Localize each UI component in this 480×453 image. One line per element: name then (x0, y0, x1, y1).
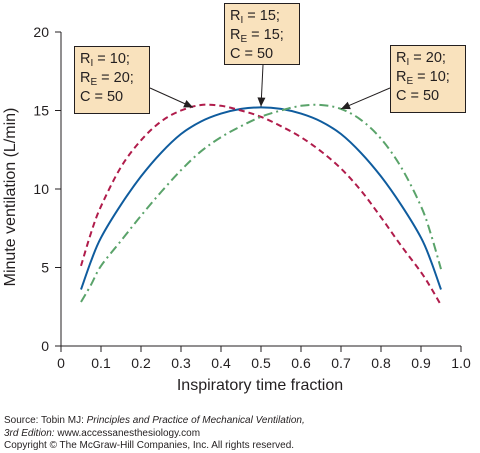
annotation-box-ri20-re10: RI = 20; RE = 10; C = 50 (390, 45, 466, 113)
annotation-line: RI = 10; (80, 51, 130, 69)
annotation-arrowhead (341, 101, 351, 110)
annotation-arrowhead (183, 100, 193, 108)
series-line-dashdot (80, 103, 442, 303)
edition-text: 3rd Edition: (4, 427, 55, 439)
x-tick-label: 0.5 (251, 355, 271, 371)
x-tick-label: 0.3 (171, 355, 191, 371)
annotation-line: C = 50 (80, 89, 124, 105)
x-tick-label: 0.2 (131, 355, 151, 371)
x-tick-label: 0.1 (91, 355, 111, 371)
annotation-line: RI = 15; (230, 8, 280, 26)
x-tick-label: 0.9 (411, 355, 431, 371)
x-axis-title: Inspiratory time fraction (177, 377, 343, 394)
annotation-box-ri10-re20: RI = 10; RE = 20; C = 50 (74, 46, 150, 114)
x-tick-label: 0.8 (371, 355, 391, 371)
y-tick-label: 20 (33, 24, 49, 40)
copyright-line: Copyright © The McGraw-Hill Companies, I… (4, 440, 295, 451)
annotation-line: RE = 10; (396, 69, 450, 87)
series-line-solid (80, 106, 442, 290)
y-tick-label: 5 (41, 260, 49, 276)
source-line: Source: Tobin MJ: Principles and Practic… (4, 415, 305, 428)
y-tick-label: 10 (33, 181, 49, 197)
source-credits: Source: Tobin MJ: Principles and Practic… (4, 415, 305, 453)
edition-line: 3rd Edition: www.accessanesthesiology.co… (4, 428, 305, 441)
annotation-line: C = 50 (396, 88, 440, 104)
source-url: www.accessanesthesiology.com (54, 427, 201, 439)
annotation-line: RI = 20; (396, 50, 446, 68)
annotation-box-ri15-re15: RI = 15; RE = 15; C = 50 (224, 3, 300, 65)
x-tick-label: 0.4 (211, 355, 231, 371)
source-prefix: Source: Tobin MJ: (4, 415, 87, 426)
annotation-line: C = 50 (230, 46, 274, 62)
y-tick-label: 0 (41, 338, 49, 354)
series-line-dashed (80, 103, 442, 306)
y-axis-title: Minute ventilation (L/min) (2, 108, 19, 287)
x-tick-label: 0.7 (331, 355, 351, 371)
x-tick-label: 0.6 (291, 355, 311, 371)
annotation-line: RE = 15; (230, 27, 284, 45)
y-tick-label: 15 (33, 103, 49, 119)
source-title: Principles and Practice of Mechanical Ve… (86, 415, 305, 426)
x-tick-label: 0 (57, 355, 65, 371)
annotation-arrowhead (257, 97, 266, 107)
x-tick-label: 1.0 (451, 355, 471, 371)
plot-area: 0 0.1 0.2 0.3 0.4 0.5 0.6 0.7 0.8 0.9 1.0 0 5 10 15 20 I… (2, 24, 471, 394)
line-chart: 0 0.1 0.2 0.3 0.4 0.5 0.6 0.7 0.8 0.9 1.0 0 5 10 15 20 I… (2, 24, 471, 394)
annotation-line: RE = 20; (80, 70, 134, 88)
